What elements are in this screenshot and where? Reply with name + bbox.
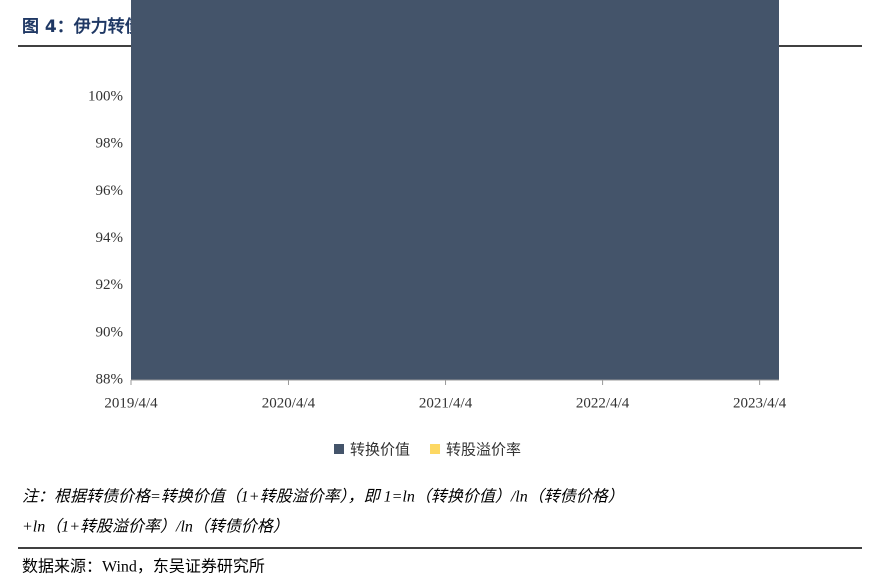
x-tick-label: 2022/4/4 bbox=[576, 395, 630, 411]
x-tick-label: 2023/4/4 bbox=[733, 395, 787, 411]
legend-label: 转换价值 bbox=[350, 441, 410, 459]
y-tick-label: 90% bbox=[96, 324, 124, 340]
source: 数据来源：Wind，东吴证券研究所 bbox=[22, 558, 265, 576]
y-tick-label: 100% bbox=[88, 88, 123, 104]
note: 注：根据转债价格=转换价值（1+转股溢价率），即 1=ln（转换价值）/ln（转… bbox=[22, 488, 624, 506]
legend-swatch bbox=[334, 444, 344, 454]
y-tick-label: 88% bbox=[96, 371, 124, 387]
y-tick-label: 98% bbox=[96, 136, 124, 152]
x-tick-label: 2020/4/4 bbox=[262, 395, 316, 411]
y-tick-label: 96% bbox=[96, 183, 124, 199]
x-tick-label: 2021/4/4 bbox=[419, 395, 473, 411]
legend-label: 转股溢价率 bbox=[446, 441, 521, 459]
legend-swatch bbox=[430, 444, 441, 454]
note: +ln（1+转股溢价率）/ln（转债价格） bbox=[22, 518, 289, 536]
area bbox=[131, 0, 779, 380]
y-tick-label: 92% bbox=[96, 277, 124, 293]
y-tick-label: 94% bbox=[96, 230, 124, 246]
x-tick-label: 2019/4/4 bbox=[104, 395, 158, 411]
